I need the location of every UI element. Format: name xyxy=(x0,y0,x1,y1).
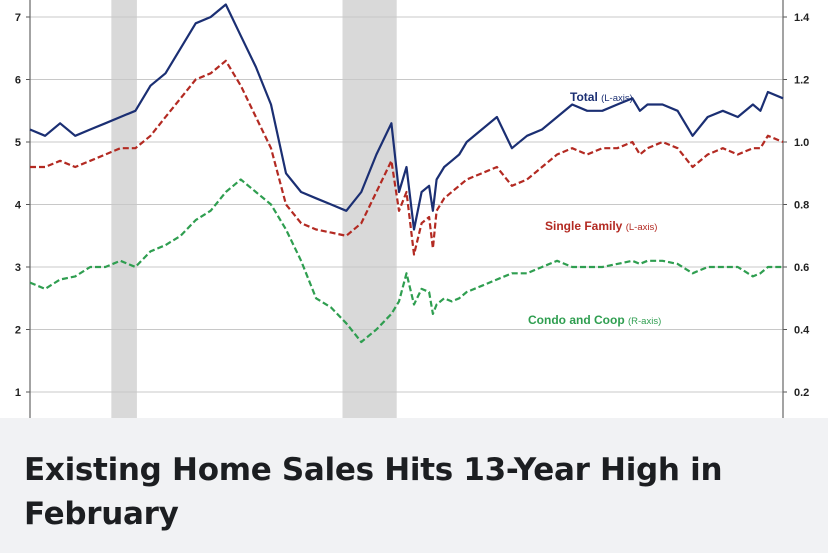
recession-band-1 xyxy=(111,0,137,418)
right-tick-label: 0.8 xyxy=(794,200,809,212)
left-tick-label: 4 xyxy=(15,200,22,212)
right-tick-label: 1.4 xyxy=(794,12,810,24)
chart-panel: 1 2 3 4 5 6 7 0.2 0.4 0.6 0.8 1.0 1.2 1.4 Total (L-ax… xyxy=(14,0,811,418)
right-tick-label: 0.2 xyxy=(794,387,809,399)
left-tick-label: 6 xyxy=(15,75,21,87)
right-tick-label: 0.4 xyxy=(794,325,810,337)
series-label-condo-and-coop: Condo and Coop (R-axis) xyxy=(528,313,661,327)
left-tick-label: 1 xyxy=(15,387,21,399)
line-chart: 1 2 3 4 5 6 7 0.2 0.4 0.6 0.8 1.0 1.2 1.4 Total (L-ax… xyxy=(15,0,810,418)
recession-band-2 xyxy=(342,0,397,418)
left-tick-label: 5 xyxy=(15,137,21,149)
headline: Existing Home Sales Hits 13-Year High in… xyxy=(24,452,723,532)
series-label-total: Total (L-axis) xyxy=(570,90,633,104)
right-tick-label: 1.2 xyxy=(794,75,809,87)
series-label-single-family: Single Family (L-axis) xyxy=(545,219,657,233)
left-tick-label: 3 xyxy=(15,262,21,274)
series-line-total xyxy=(29,3,784,231)
post-caption: Existing Home Sales Hits 13-Year High in… xyxy=(0,418,828,553)
right-tick-label: 0.6 xyxy=(794,262,809,274)
right-tick-label: 1.0 xyxy=(794,137,809,149)
left-tick-label: 2 xyxy=(15,325,21,337)
series-line-condo-and-coop xyxy=(29,178,783,344)
left-tick-label: 7 xyxy=(15,12,21,24)
series-line-single-family xyxy=(30,59,784,256)
